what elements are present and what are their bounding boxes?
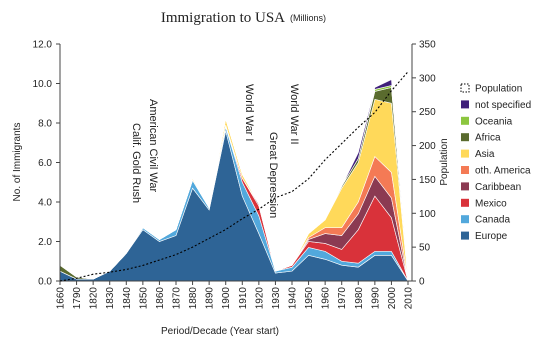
legend-label: not specified — [475, 100, 531, 111]
y2-tick-label: 200 — [419, 141, 436, 152]
y-axis-title: No. of Immigrants — [12, 123, 23, 202]
legend-swatch — [461, 149, 469, 158]
x-tick-label: 1870 — [172, 287, 183, 310]
x-axis-title: Period/Decade (Year start) — [161, 326, 279, 337]
y-tick-label: 12.0 — [33, 40, 53, 51]
x-tick-label: 1920 — [254, 287, 265, 310]
y2-tick-label: 300 — [419, 73, 436, 84]
annotation: World War II — [288, 84, 300, 145]
y2-tick-label: 150 — [419, 175, 436, 186]
y-tick-label: 6.0 — [38, 158, 52, 169]
x-tick-label: 1910 — [238, 287, 249, 310]
x-tick-label: 1660 — [56, 287, 67, 310]
legend-label: Europe — [475, 231, 508, 242]
legend-swatch — [460, 83, 470, 93]
legend-label: Oceania — [475, 116, 513, 127]
y-tick-label: 4.0 — [38, 198, 52, 209]
x-tick-label: 1980 — [354, 287, 365, 310]
y-tick-label: 8.0 — [38, 119, 52, 130]
x-tick-label: 1970 — [337, 287, 348, 310]
y2-axis-title: Population — [439, 138, 450, 185]
x-tick-label: 1840 — [122, 287, 133, 310]
y2-tick-label: 50 — [419, 243, 431, 254]
x-tick-label: 1860 — [155, 287, 166, 310]
population-line — [59, 71, 409, 282]
legend-swatch — [461, 116, 469, 125]
x-tick-label: 1930 — [271, 287, 282, 310]
annotation: American Civil War — [147, 99, 159, 192]
x-tick-label: 1950 — [304, 287, 315, 310]
x-tick-label: 1790 — [72, 287, 83, 310]
legend-label: Canada — [475, 215, 510, 226]
legend-swatch — [461, 198, 469, 207]
plot-area — [59, 79, 409, 282]
y-tick-label: 0.0 — [38, 277, 52, 288]
annotation: Great Depression — [267, 132, 279, 218]
annotation: World War I — [243, 84, 255, 141]
x-tick-label: 1820 — [89, 287, 100, 310]
x-tick-label: 1880 — [188, 287, 199, 310]
x-tick-label: 1990 — [370, 287, 381, 310]
x-tick-label: 1960 — [321, 287, 332, 310]
legend-swatch — [461, 100, 469, 109]
y2-tick-label: 250 — [419, 107, 436, 118]
legend-label: Population — [475, 84, 522, 95]
legend-swatch — [461, 231, 469, 240]
y-tick-label: 10.0 — [33, 79, 53, 90]
legend-swatch — [461, 182, 469, 191]
legend-swatch — [461, 215, 469, 224]
x-tick-label: 2000 — [387, 287, 398, 310]
x-tick-label: 1940 — [288, 287, 299, 310]
legend-label: Asia — [475, 149, 495, 160]
y2-tick-label: 350 — [419, 40, 436, 51]
x-tick-label: 1830 — [105, 287, 116, 310]
legend-label: Caribbean — [475, 182, 521, 193]
x-tick-label: 1890 — [205, 287, 216, 310]
chart-subtitle: (Millions) — [290, 13, 326, 23]
y2-tick-label: 100 — [419, 209, 436, 220]
x-tick-label: 2010 — [404, 287, 415, 310]
legend-label: Africa — [475, 133, 501, 144]
x-tick-label: 1850 — [138, 287, 149, 310]
legend-label: oth. America — [475, 166, 531, 177]
x-tick-label: 1900 — [221, 287, 232, 310]
chart-title: Immigration to USA — [161, 10, 285, 26]
annotation: Calif. Gold Rush — [130, 123, 142, 203]
y2-tick-label: 0 — [419, 277, 425, 288]
legend-label: Mexico — [475, 198, 507, 209]
legend-swatch — [461, 133, 469, 142]
legend-swatch — [461, 166, 469, 174]
y-tick-label: 2.0 — [38, 237, 52, 248]
